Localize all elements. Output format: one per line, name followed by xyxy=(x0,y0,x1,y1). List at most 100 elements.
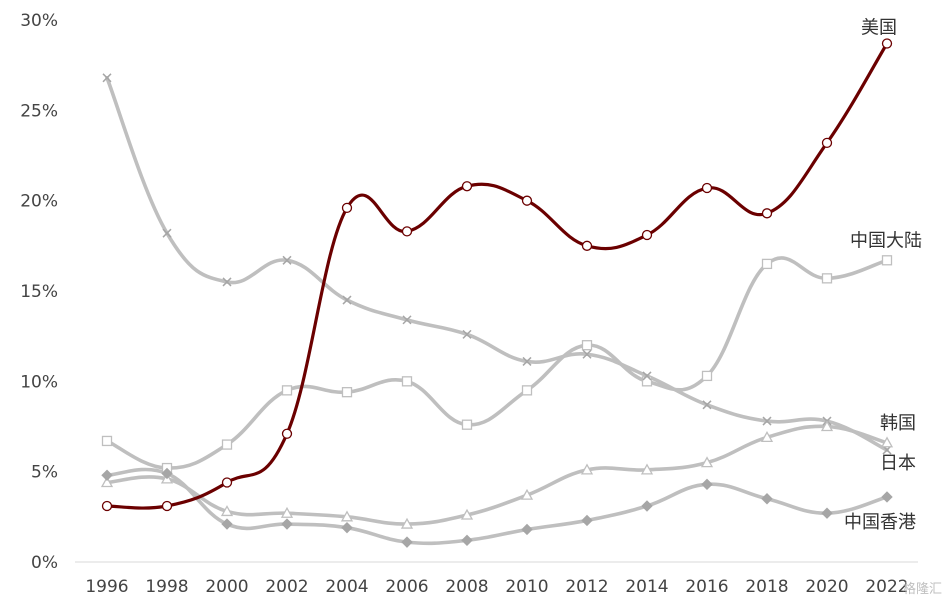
x-tick-label: 2008 xyxy=(445,577,488,597)
data-point xyxy=(821,507,833,519)
data-point xyxy=(461,181,473,192)
x-tick-label: 2004 xyxy=(325,577,368,597)
data-point xyxy=(221,477,233,488)
data-point xyxy=(762,416,772,426)
x-tick-label: 1996 xyxy=(85,577,128,597)
y-tick-label: 30% xyxy=(20,11,58,31)
data-point xyxy=(400,517,414,529)
data-point xyxy=(881,491,893,503)
data-point xyxy=(221,518,233,530)
series-line xyxy=(105,76,889,452)
data-point xyxy=(821,273,833,284)
y-tick-label: 25% xyxy=(20,101,58,121)
data-point xyxy=(101,469,113,481)
x-tick-label: 2014 xyxy=(625,577,668,597)
data-point xyxy=(401,536,413,548)
x-tick-label: 1998 xyxy=(145,577,188,597)
data-point xyxy=(402,315,412,325)
x-tick-label: 2020 xyxy=(805,577,848,597)
x-axis-ticks: 1996 1998 2000 2002 2004 2006 2008 2010 2012 2014… xyxy=(85,577,908,597)
data-point xyxy=(281,385,293,396)
y-tick-label: 0% xyxy=(31,553,58,573)
data-point xyxy=(282,255,292,265)
data-point xyxy=(881,255,893,266)
watermark: 格隆汇 xyxy=(902,582,942,597)
x-tick-label: 2018 xyxy=(745,577,788,597)
data-point xyxy=(161,467,173,480)
data-point xyxy=(222,277,232,287)
data-point xyxy=(100,476,114,488)
data-point xyxy=(700,456,714,468)
data-point xyxy=(520,488,534,500)
data-point xyxy=(881,38,893,49)
data-point xyxy=(701,478,713,491)
data-point xyxy=(760,431,774,442)
data-point xyxy=(280,506,294,518)
data-point xyxy=(221,439,233,450)
data-point xyxy=(761,208,773,219)
series-label: 韩国 xyxy=(880,413,916,434)
data-point xyxy=(220,505,234,517)
data-point xyxy=(581,240,593,251)
data-point xyxy=(761,258,773,270)
data-point xyxy=(162,228,172,238)
data-point xyxy=(761,493,773,505)
data-point xyxy=(101,500,113,512)
data-point xyxy=(341,387,353,398)
series-label: 日本 xyxy=(880,453,916,474)
data-point xyxy=(461,419,473,430)
x-tick-label: 2000 xyxy=(205,577,248,597)
data-point xyxy=(582,349,592,359)
data-point xyxy=(642,371,652,381)
data-point xyxy=(880,436,894,448)
data-point xyxy=(820,420,834,432)
data-point xyxy=(461,534,473,547)
x-tick-label: 2022 xyxy=(865,577,908,597)
data-point xyxy=(521,523,533,536)
data-point xyxy=(401,226,413,237)
series-label: 美国 xyxy=(861,17,897,38)
data-point xyxy=(580,463,594,475)
data-point xyxy=(341,521,353,534)
data-point xyxy=(401,376,413,387)
data-point xyxy=(641,500,653,512)
y-tick-label: 10% xyxy=(20,372,58,392)
data-point xyxy=(521,385,533,396)
data-point xyxy=(462,329,472,339)
x-tick-label: 2016 xyxy=(685,577,728,597)
series-markers xyxy=(100,38,894,548)
data-point xyxy=(581,514,593,527)
series-label: 中国大陆 xyxy=(850,230,922,251)
y-axis-ticks: 0% 5% 10% 15% 20% 25% 30% xyxy=(20,11,58,573)
data-point xyxy=(702,400,712,410)
data-point xyxy=(522,356,532,366)
series-line xyxy=(105,256,889,470)
series-lines xyxy=(105,41,889,546)
x-tick-label: 2006 xyxy=(385,577,428,597)
data-point xyxy=(521,195,533,206)
data-point xyxy=(281,518,293,530)
data-point xyxy=(821,137,833,149)
data-point xyxy=(640,463,654,475)
data-point xyxy=(641,229,653,241)
data-point xyxy=(701,370,713,382)
data-point xyxy=(161,500,173,512)
data-point xyxy=(701,182,713,194)
x-tick-label: 2012 xyxy=(565,577,608,597)
x-tick-label: 2002 xyxy=(265,577,308,597)
data-point xyxy=(460,508,474,520)
x-tick-label: 2010 xyxy=(505,577,548,597)
data-point xyxy=(101,435,113,447)
y-tick-label: 15% xyxy=(20,282,58,302)
series-label: 中国香港 xyxy=(844,512,916,533)
data-point xyxy=(342,295,352,305)
data-point xyxy=(581,340,593,351)
data-point xyxy=(102,73,112,83)
data-point xyxy=(340,510,354,522)
y-tick-label: 20% xyxy=(20,192,58,212)
data-point xyxy=(281,428,293,439)
data-point xyxy=(341,202,353,214)
y-tick-label: 5% xyxy=(31,463,58,483)
